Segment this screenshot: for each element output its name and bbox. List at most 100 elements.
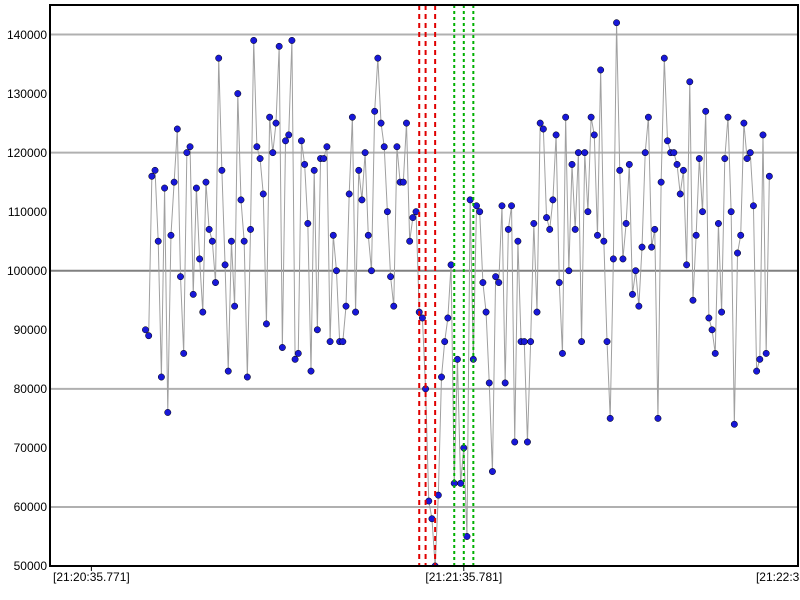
data-point (343, 303, 349, 309)
data-point (209, 238, 215, 244)
data-point (190, 291, 196, 297)
data-point (142, 327, 148, 333)
y-axis-label: 130000 (7, 87, 47, 101)
data-point (263, 321, 269, 327)
data-point (534, 309, 540, 315)
data-point (384, 208, 390, 214)
data-point (629, 291, 635, 297)
y-axis-label: 50000 (14, 559, 47, 573)
data-point (438, 374, 444, 380)
data-point (196, 256, 202, 262)
data-point (270, 149, 276, 155)
data-point (324, 144, 330, 150)
data-point (177, 273, 183, 279)
data-point (741, 120, 747, 126)
data-point (387, 273, 393, 279)
data-point (301, 161, 307, 167)
data-point (400, 179, 406, 185)
data-point (623, 220, 629, 226)
data-point (171, 179, 177, 185)
data-point (174, 126, 180, 132)
data-point (298, 138, 304, 144)
data-point (718, 309, 724, 315)
y-axis-label: 80000 (14, 382, 47, 396)
data-point (617, 167, 623, 173)
data-point (406, 238, 412, 244)
data-point (292, 356, 298, 362)
data-point (696, 155, 702, 161)
data-point (728, 208, 734, 214)
data-point (321, 155, 327, 161)
data-point (693, 232, 699, 238)
data-point (368, 268, 374, 274)
data-point (356, 167, 362, 173)
data-point (231, 303, 237, 309)
data-point (219, 167, 225, 173)
data-point (734, 250, 740, 256)
data-point (212, 279, 218, 285)
data-point (168, 232, 174, 238)
data-point (652, 226, 658, 232)
data-point (572, 226, 578, 232)
data-point (394, 144, 400, 150)
data-point (305, 220, 311, 226)
data-point (149, 173, 155, 179)
data-point (731, 421, 737, 427)
data-point (206, 226, 212, 232)
data-point (333, 268, 339, 274)
data-point (636, 303, 642, 309)
data-point (677, 191, 683, 197)
data-point (527, 338, 533, 344)
data-point (521, 338, 527, 344)
data-point (550, 197, 556, 203)
data-point (391, 303, 397, 309)
data-point (276, 43, 282, 49)
data-point (346, 191, 352, 197)
data-point (340, 338, 346, 344)
data-point (225, 368, 231, 374)
data-point (352, 309, 358, 315)
data-point (658, 179, 664, 185)
y-axis-label: 120000 (7, 146, 47, 160)
data-point (155, 238, 161, 244)
y-axis-label: 100000 (7, 264, 47, 278)
data-point (200, 309, 206, 315)
data-point (661, 55, 667, 61)
data-point (512, 439, 518, 445)
data-point (492, 273, 498, 279)
data-point (359, 197, 365, 203)
data-point (610, 256, 616, 262)
data-point (260, 191, 266, 197)
data-point (601, 238, 607, 244)
data-point (499, 203, 505, 209)
data-point (645, 114, 651, 120)
data-point (664, 138, 670, 144)
data-point (362, 149, 368, 155)
data-point (257, 155, 263, 161)
data-point (613, 20, 619, 26)
data-point (763, 350, 769, 356)
data-point (247, 226, 253, 232)
data-point (553, 132, 559, 138)
data-point (531, 220, 537, 226)
data-point (502, 380, 508, 386)
data-point (505, 226, 511, 232)
data-point (626, 161, 632, 167)
data-point (712, 350, 718, 356)
data-point (222, 262, 228, 268)
data-point (607, 415, 613, 421)
data-point (238, 197, 244, 203)
data-point (228, 238, 234, 244)
data-point (709, 327, 715, 333)
data-point (674, 161, 680, 167)
data-point (547, 226, 553, 232)
data-point (508, 203, 514, 209)
y-axis-label: 60000 (14, 500, 47, 514)
data-point (158, 374, 164, 380)
data-point (766, 173, 772, 179)
data-point (251, 37, 257, 43)
data-point (152, 167, 158, 173)
data-point (314, 327, 320, 333)
data-point (486, 380, 492, 386)
data-point (582, 149, 588, 155)
